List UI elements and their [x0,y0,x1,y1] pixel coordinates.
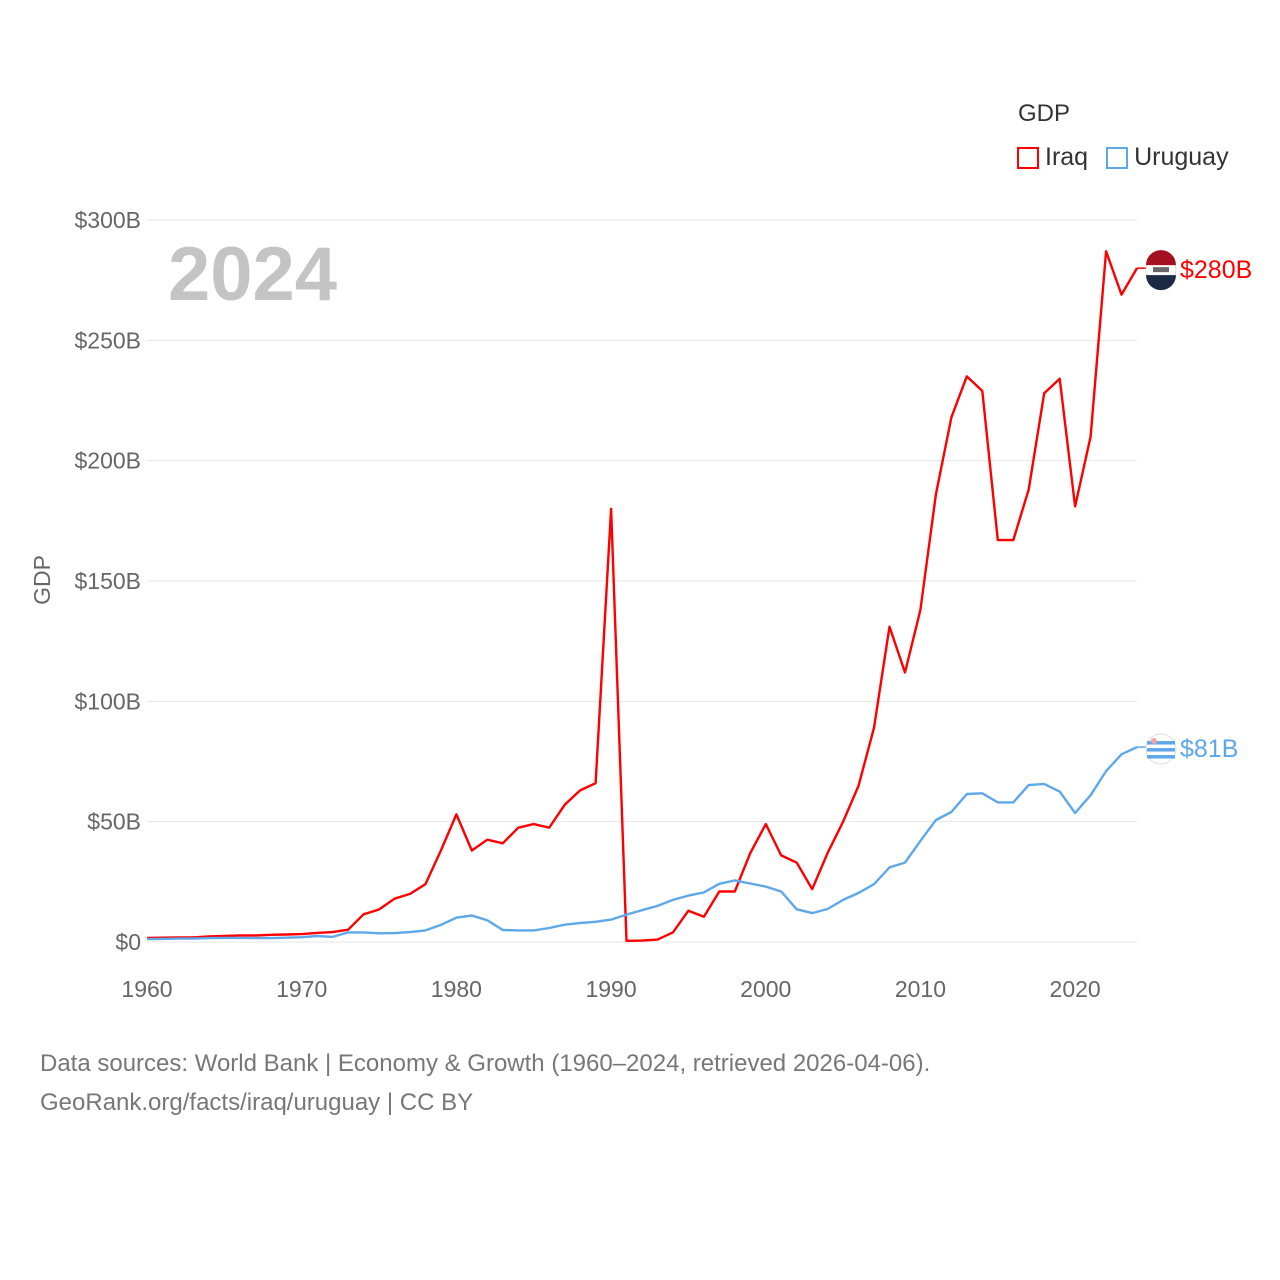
series-line-uruguay [146,746,1138,941]
source-line-1: Data sources: World Bank | Economy & Gro… [40,1050,931,1077]
y-tick-label: $150B [74,568,141,594]
x-tick-label: 1980 [431,976,482,1002]
legend-swatch-iraq [1017,146,1039,169]
year-label: 2024 [168,232,337,317]
end-label-iraq: $280B [1180,256,1252,284]
legend-label-uruguay: Uruguay [1134,143,1229,171]
x-tick-label: 2020 [1050,976,1101,1002]
y-tick-label: $100B [74,688,141,714]
x-tick-label: 2010 [895,976,946,1002]
legend-item-iraq[interactable]: Iraq [1017,143,1088,172]
series-line-iraq [146,250,1139,942]
legend-label-iraq: Iraq [1045,143,1089,171]
legend-swatch-uruguay [1106,146,1129,169]
y-tick-label: $300B [74,207,141,233]
y-tick-label: $50B [87,809,141,835]
x-tick-label: 2000 [740,976,791,1002]
x-tick-label: 1970 [276,976,327,1002]
y-tick-label: $250B [74,327,141,353]
source-note: Data sources: World Bank | Economy & Gro… [40,1044,930,1122]
legend-title: GDP [1018,100,1071,127]
y-axis-label: GDP [29,555,55,605]
y-tick-label: $200B [74,448,141,474]
flag-uruguay-icon [1145,733,1177,765]
y-tick-label: $0 [115,929,141,955]
x-tick-label: 1960 [121,976,172,1002]
legend-item-uruguay[interactable]: Uruguay [1106,143,1229,172]
source-line-2: GeoRank.org/facts/iraq/uruguay | CC BY [40,1089,474,1116]
flag-iraq-icon [1145,250,1177,291]
legend: Iraq Uruguay [1017,143,1229,172]
end-label-uruguay: $81B [1180,735,1238,763]
x-tick-label: 1990 [585,976,636,1002]
